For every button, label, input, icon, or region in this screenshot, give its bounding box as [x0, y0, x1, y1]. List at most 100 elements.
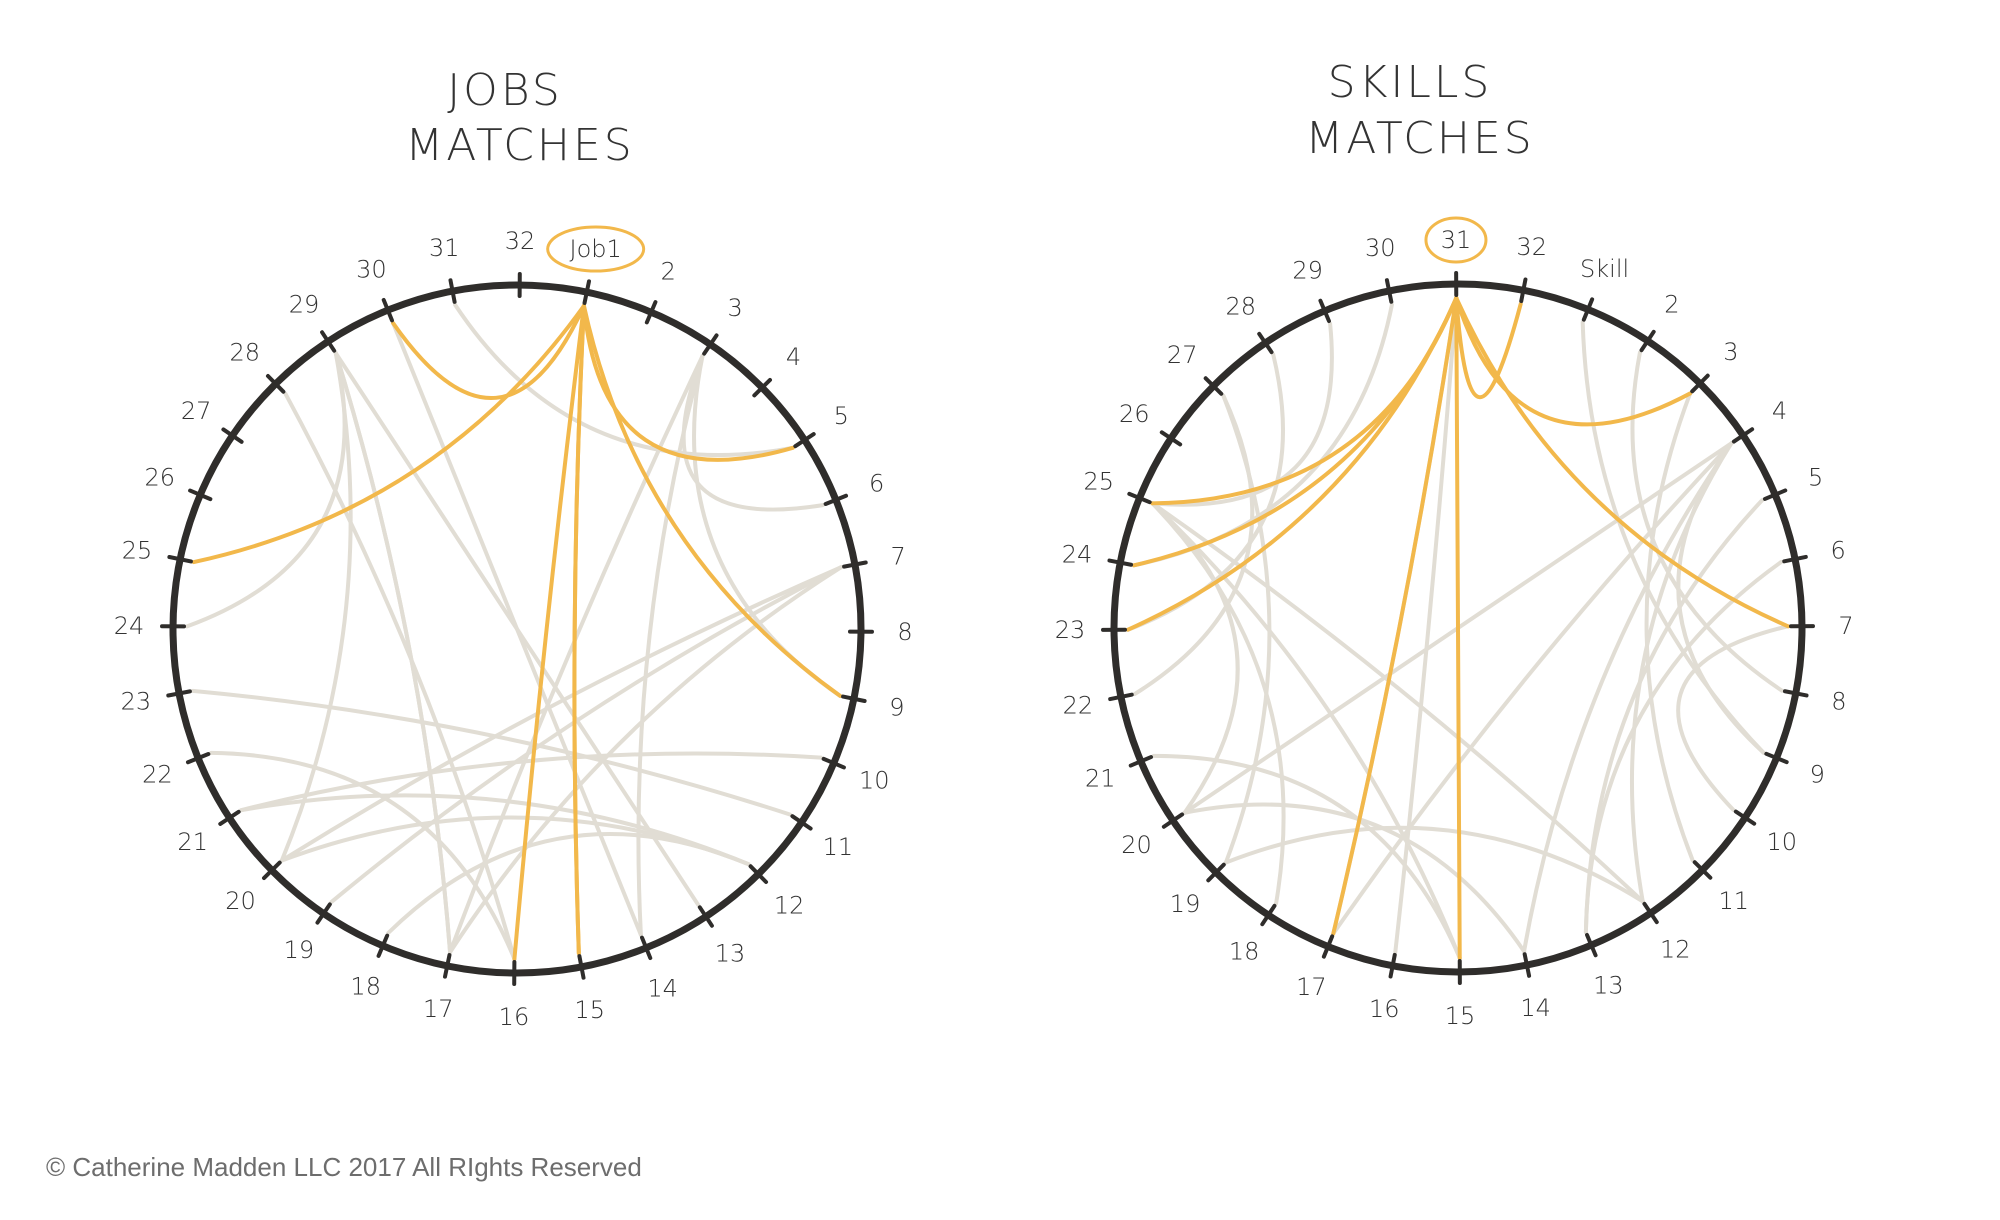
skills-label-8: 8 — [1831, 688, 1846, 716]
skills-label-24: 24 — [1062, 540, 1093, 568]
jobs-label-3: 3 — [727, 294, 742, 322]
jobs-title-line2: MATCHES — [405, 120, 634, 171]
jobs-tick-9 — [841, 694, 867, 703]
jobs-links — [185, 302, 844, 961]
skills-label-3: 3 — [1723, 338, 1738, 366]
jobs-tick-21 — [218, 809, 241, 826]
skills-label-31: 31 — [1441, 226, 1472, 254]
skills-link-6 — [1522, 441, 1734, 954]
jobs-link-3 — [279, 351, 353, 863]
skills-tick-22 — [1108, 692, 1134, 702]
skills-label-19: 19 — [1170, 890, 1201, 918]
jobs-tick-29 — [320, 330, 337, 353]
jobs-label-22: 22 — [142, 761, 173, 789]
skills-label-15: 15 — [1445, 1002, 1476, 1030]
jobs-tick-12 — [748, 864, 769, 884]
jobs-label-16: 16 — [499, 1003, 530, 1031]
jobs-label-26: 26 — [144, 464, 175, 492]
skills-label-9: 9 — [1810, 761, 1825, 789]
jobs-link-9 — [692, 354, 843, 698]
jobs-tick-5 — [793, 432, 816, 449]
jobs-tick-22 — [185, 752, 211, 765]
skills-highlight-link-5 — [1454, 296, 1523, 400]
jobs-link-10 — [329, 565, 844, 904]
skills-label-28: 28 — [1225, 293, 1256, 321]
skills-link-20 — [1331, 296, 1459, 936]
skills-links — [1126, 296, 1790, 960]
jobs-tick-10 — [821, 756, 846, 770]
skills-tick-21 — [1128, 755, 1154, 768]
jobs-label-17: 17 — [423, 995, 454, 1023]
skills-label-27: 27 — [1167, 341, 1198, 369]
jobs-label-6: 6 — [869, 469, 884, 497]
jobs-highlight-circle — [546, 225, 646, 273]
jobs-highlight-link-0 — [391, 303, 586, 400]
jobs-link-12 — [448, 565, 844, 955]
skills-link-22 — [1583, 498, 1765, 935]
jobs-label-9: 9 — [889, 694, 904, 722]
skills-labels: Skill23456789101112131415161718192021222… — [1055, 216, 1854, 1030]
jobs-circle-rim — [169, 281, 865, 977]
skills-tick-11 — [1692, 860, 1713, 880]
jobs-link-11 — [279, 565, 844, 863]
skills-label-7: 7 — [1838, 612, 1853, 640]
jobs-label-31: 31 — [429, 234, 460, 262]
jobs-label-30: 30 — [356, 255, 387, 283]
skills-label-12: 12 — [1660, 935, 1691, 963]
skills-tick-13 — [1585, 932, 1598, 958]
skills-label-18: 18 — [1229, 938, 1260, 966]
jobs-tick-14 — [640, 935, 653, 961]
skills-link-1 — [1150, 501, 1645, 904]
jobs-label-10: 10 — [859, 766, 890, 794]
jobs-label-11: 11 — [823, 833, 854, 861]
skills-link-19 — [1151, 753, 1462, 960]
jobs-tick-11 — [790, 814, 813, 831]
jobs-label-15: 15 — [574, 996, 605, 1024]
skills-tick-29 — [1318, 298, 1331, 324]
jobs-label-14: 14 — [647, 975, 678, 1003]
jobs-tick-17 — [443, 953, 452, 979]
jobs-tick-20 — [262, 860, 282, 881]
jobs-link-19 — [453, 302, 795, 458]
jobs-label-8: 8 — [897, 618, 912, 646]
jobs-tick-3 — [702, 333, 719, 356]
skills-tick-28 — [1257, 331, 1274, 355]
jobs-label-2: 2 — [661, 258, 676, 286]
skills-label-26: 26 — [1119, 400, 1150, 428]
jobs-tick-18 — [376, 933, 390, 958]
jobs-label-4: 4 — [786, 343, 801, 371]
skills-label-14: 14 — [1520, 994, 1551, 1022]
jobs-tick-4 — [752, 377, 772, 398]
skills-highlight-link-7 — [1454, 296, 1790, 629]
jobs-link-13 — [190, 688, 792, 817]
jobs-tick-19 — [315, 902, 332, 925]
skills-link-11 — [1644, 391, 1695, 863]
jobs-tick-27 — [221, 427, 244, 444]
jobs-label-32: 32 — [505, 227, 536, 255]
skills-tick-30 — [1384, 278, 1394, 304]
skills-tick-17 — [1321, 934, 1335, 959]
skills-label-2: 2 — [1664, 290, 1679, 318]
jobs-title-line1: JOBS — [447, 65, 563, 116]
jobs-tick-30 — [381, 297, 394, 323]
skills-label-25: 25 — [1083, 467, 1114, 495]
skills-label-10: 10 — [1766, 828, 1797, 856]
jobs-link-20 — [391, 321, 643, 937]
jobs-tick-15 — [577, 954, 586, 980]
skills-tick-26 — [1159, 430, 1183, 447]
skills-tick-16 — [1388, 952, 1397, 979]
jobs-label-19: 19 — [284, 936, 315, 964]
jobs-link-15 — [239, 793, 751, 867]
skills-tick-10 — [1733, 809, 1757, 826]
jobs-tick-1 — [582, 279, 591, 305]
jobs-label-12: 12 — [774, 892, 805, 920]
skills-link-12 — [1630, 350, 1784, 693]
skills-tick-18 — [1260, 903, 1277, 927]
jobs-tick-31 — [448, 278, 457, 304]
skills-label-6: 6 — [1831, 536, 1846, 564]
skills-title-line1: SKILLS — [1328, 57, 1493, 108]
skills-tick-19 — [1206, 862, 1226, 883]
skills-label-13: 13 — [1593, 972, 1624, 1000]
jobs-tick-13 — [697, 905, 714, 928]
